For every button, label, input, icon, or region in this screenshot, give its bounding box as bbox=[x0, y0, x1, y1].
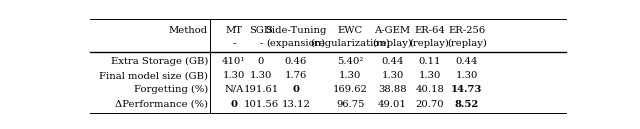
Text: 1.30: 1.30 bbox=[419, 71, 441, 80]
Text: 1.30: 1.30 bbox=[339, 71, 362, 80]
Text: 20.70: 20.70 bbox=[415, 100, 444, 109]
Text: 38.88: 38.88 bbox=[378, 85, 407, 94]
Text: Side-Tuning: Side-Tuning bbox=[265, 26, 326, 35]
Text: Forgetting (%): Forgetting (%) bbox=[134, 85, 208, 94]
Text: 40.18: 40.18 bbox=[415, 85, 444, 94]
Text: EWC: EWC bbox=[338, 26, 363, 35]
Text: 1.30: 1.30 bbox=[223, 71, 245, 80]
Text: 0: 0 bbox=[292, 85, 300, 94]
Text: 5.40²: 5.40² bbox=[337, 57, 364, 66]
Text: 0: 0 bbox=[230, 100, 237, 109]
Text: Final model size (GB): Final model size (GB) bbox=[99, 71, 208, 80]
Text: 101.56: 101.56 bbox=[243, 100, 278, 109]
Text: 191.61: 191.61 bbox=[243, 85, 278, 94]
Text: 0.44: 0.44 bbox=[456, 57, 478, 66]
Text: 1.76: 1.76 bbox=[285, 71, 307, 80]
Text: 0.11: 0.11 bbox=[419, 57, 441, 66]
Text: 49.01: 49.01 bbox=[378, 100, 407, 109]
Text: 0: 0 bbox=[258, 57, 264, 66]
Text: N/A: N/A bbox=[224, 85, 243, 94]
Text: ER-256: ER-256 bbox=[448, 26, 486, 35]
Text: -: - bbox=[232, 39, 236, 48]
Text: MT: MT bbox=[225, 26, 243, 35]
Text: 14.73: 14.73 bbox=[451, 85, 483, 94]
Text: Extra Storage (GB): Extra Storage (GB) bbox=[111, 57, 208, 66]
Text: SGD: SGD bbox=[250, 26, 273, 35]
Text: (replay): (replay) bbox=[410, 39, 450, 48]
Text: ΔPerformance (%): ΔPerformance (%) bbox=[115, 100, 208, 109]
Text: (replay): (replay) bbox=[447, 39, 487, 48]
Text: 410¹: 410¹ bbox=[222, 57, 246, 66]
Text: (regularization): (regularization) bbox=[310, 39, 390, 48]
Text: 0.44: 0.44 bbox=[381, 57, 404, 66]
Text: 0.46: 0.46 bbox=[285, 57, 307, 66]
Text: ER-64: ER-64 bbox=[414, 26, 445, 35]
Text: 13.12: 13.12 bbox=[282, 100, 310, 109]
Text: 1.30: 1.30 bbox=[250, 71, 272, 80]
Text: A-GEM: A-GEM bbox=[374, 26, 410, 35]
Text: (expansion): (expansion) bbox=[266, 39, 325, 48]
Text: 1.30: 1.30 bbox=[456, 71, 478, 80]
Text: 8.52: 8.52 bbox=[455, 100, 479, 109]
Text: Method: Method bbox=[169, 26, 208, 35]
Text: (replay): (replay) bbox=[372, 39, 412, 48]
Text: 169.62: 169.62 bbox=[333, 85, 368, 94]
Text: -: - bbox=[259, 39, 263, 48]
Text: 1.30: 1.30 bbox=[381, 71, 404, 80]
Text: 96.75: 96.75 bbox=[336, 100, 365, 109]
